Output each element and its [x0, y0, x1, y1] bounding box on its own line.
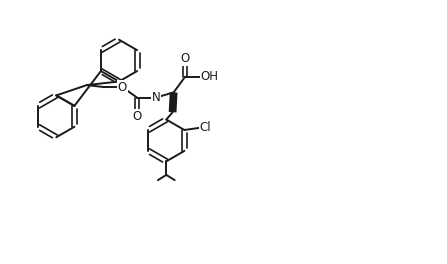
Text: O: O: [181, 53, 190, 65]
Text: Cl: Cl: [200, 121, 211, 134]
Text: OH: OH: [201, 70, 219, 83]
Text: O: O: [132, 110, 142, 123]
Text: O: O: [118, 81, 127, 94]
Text: N: N: [152, 91, 160, 104]
